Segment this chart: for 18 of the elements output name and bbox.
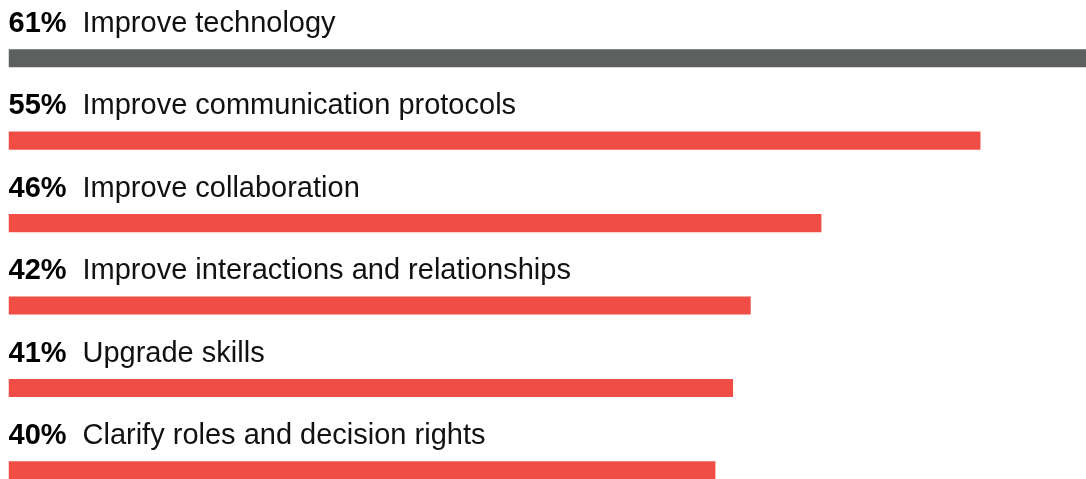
bar <box>8 296 751 315</box>
data-label: 61% <box>8 5 67 38</box>
bar <box>8 49 1086 68</box>
data-label: 46% <box>8 170 67 203</box>
y-tick-label: Improve interactions and relationships <box>82 253 571 286</box>
data-label: 40% <box>8 418 67 451</box>
y-tick-label: Clarify roles and decision rights <box>82 418 486 451</box>
bar <box>8 378 734 398</box>
y-tick-label: Improve technology <box>82 5 337 38</box>
data-label: 55% <box>8 88 67 121</box>
bar <box>8 214 822 233</box>
bar <box>8 461 716 479</box>
y-tick-label: Upgrade skills <box>82 335 265 368</box>
data-label: 41% <box>8 335 67 368</box>
y-tick-label: Improve communication protocols <box>82 88 517 121</box>
bar <box>8 131 981 150</box>
data-label: 42% <box>8 253 67 286</box>
y-tick-label: Improve collaboration <box>82 170 360 203</box>
